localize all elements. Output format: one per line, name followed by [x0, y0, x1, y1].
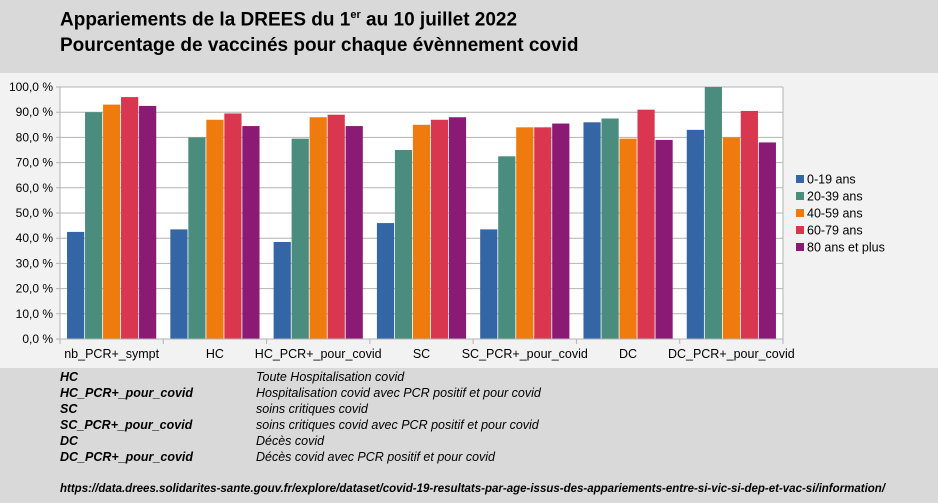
bar	[121, 97, 139, 339]
bar	[552, 123, 570, 339]
bar	[619, 138, 637, 339]
bar	[327, 114, 345, 339]
bar	[758, 142, 776, 339]
x-tick-label: DC	[619, 347, 637, 361]
glossary-definition: Décès covid avec PCR positif et pour cov…	[256, 450, 495, 464]
y-tick-label: 10,0 %	[16, 307, 54, 321]
glossary: HC Toute Hospitalisation covid HC_PCR+_po…	[60, 370, 920, 466]
glossary-definition: soins critiques covid avec PCR positif e…	[256, 418, 539, 432]
bar	[516, 127, 534, 339]
bar	[480, 229, 498, 339]
chart-title-line-2: Pourcentage de vaccinés pour chaque évèn…	[60, 35, 579, 56]
source-url[interactable]: https://data.drees.solidarites-sante.gou…	[60, 483, 886, 495]
legend-label: 20-39 ans	[807, 190, 863, 204]
glossary-row: SC soins critiques covid	[60, 402, 920, 418]
legend-swatch	[796, 175, 804, 183]
legend-label: 40-59 ans	[807, 207, 863, 221]
bar	[188, 137, 206, 339]
bar	[103, 104, 121, 339]
bar	[412, 124, 431, 339]
bar	[430, 119, 449, 339]
x-tick-label: HC	[206, 347, 224, 361]
x-tick-label: nb_PCR+_sympt	[64, 347, 159, 361]
y-tick-label: 50,0 %	[16, 206, 54, 220]
chart-title-line-1: Appariements de la DREES du 1er au 10 ju…	[60, 9, 518, 31]
x-tick-label: HC_PCR+_pour_covid	[255, 347, 382, 361]
legend-label: 80 ans et plus	[807, 241, 885, 255]
glossary-row: DC Décès covid	[60, 434, 920, 450]
glossary-definition: Toute Hospitalisation covid	[256, 370, 405, 384]
glossary-definition: soins critiques covid	[256, 402, 368, 416]
bar	[534, 127, 552, 339]
bar	[498, 156, 516, 339]
glossary-term: SC_PCR+_pour_covid	[60, 418, 193, 432]
glossary-term: HC	[60, 370, 79, 384]
bar	[376, 223, 395, 339]
bar	[601, 118, 619, 339]
glossary-row: HC_PCR+_pour_covid Hospitalisation covid …	[60, 386, 920, 402]
glossary-definition: Hospitalisation covid avec PCR positif e…	[256, 386, 541, 400]
bar	[704, 87, 722, 339]
bar	[448, 117, 467, 339]
bar	[740, 110, 758, 339]
y-tick-label: 20,0 %	[16, 282, 54, 296]
y-tick-label: 30,0 %	[16, 256, 54, 270]
x-tick-label: DC_PCR+_pour_covid	[668, 347, 795, 361]
legend-label: 60-79 ans	[807, 224, 863, 238]
bar	[655, 139, 673, 339]
y-tick-label: 90,0 %	[16, 105, 54, 119]
bar	[67, 231, 85, 339]
bar-chart: 0,0 % 10,0 % 20,0 % 30,0 % 40,0 % 50,0 % 60,0 …	[9, 80, 885, 361]
bar	[686, 129, 704, 339]
bar	[170, 229, 188, 339]
bar	[291, 138, 309, 339]
y-tick-label: 60,0 %	[16, 181, 54, 195]
legend-swatch	[796, 209, 804, 217]
x-tick-label: SC	[413, 347, 430, 361]
legend-swatch	[796, 243, 804, 251]
glossary-term: HC_PCR+_pour_covid	[60, 386, 194, 400]
glossary-term: SC	[60, 402, 78, 416]
bar	[637, 109, 655, 340]
bar	[583, 122, 601, 339]
legend-swatch	[796, 192, 804, 200]
bar	[273, 241, 291, 339]
y-tick-label: 70,0 %	[16, 156, 54, 170]
glossary-definition: Décès covid	[256, 434, 325, 448]
bar	[224, 113, 242, 340]
glossary-row: DC_PCR+_pour_covid Décès covid avec PCR p…	[60, 450, 920, 466]
bar	[309, 117, 327, 339]
y-tick-label: 80,0 %	[16, 130, 54, 144]
bar	[139, 105, 157, 340]
x-tick-label: SC_PCR+_pour_covid	[462, 347, 588, 361]
bar	[345, 126, 363, 339]
glossary-row: HC Toute Hospitalisation covid	[60, 370, 920, 386]
legend-label: 0-19 ans	[807, 173, 856, 187]
bar	[206, 119, 224, 339]
glossary-row: SC_PCR+_pour_covid soins critiques covid …	[60, 418, 920, 434]
chart-panel: 0,0 % 10,0 % 20,0 % 30,0 % 40,0 % 50,0 % 60,0 …	[0, 73, 938, 368]
glossary-term: DC_PCR+_pour_covid	[60, 450, 194, 464]
y-tick-label: 40,0 %	[16, 231, 54, 245]
glossary-term: DC	[60, 434, 79, 448]
bar	[394, 150, 413, 339]
bar	[242, 126, 260, 339]
bar	[85, 112, 103, 339]
y-tick-label: 0,0 %	[22, 332, 53, 346]
legend-swatch	[796, 226, 804, 234]
y-tick-label: 100,0 %	[9, 80, 53, 94]
bar	[722, 137, 740, 339]
